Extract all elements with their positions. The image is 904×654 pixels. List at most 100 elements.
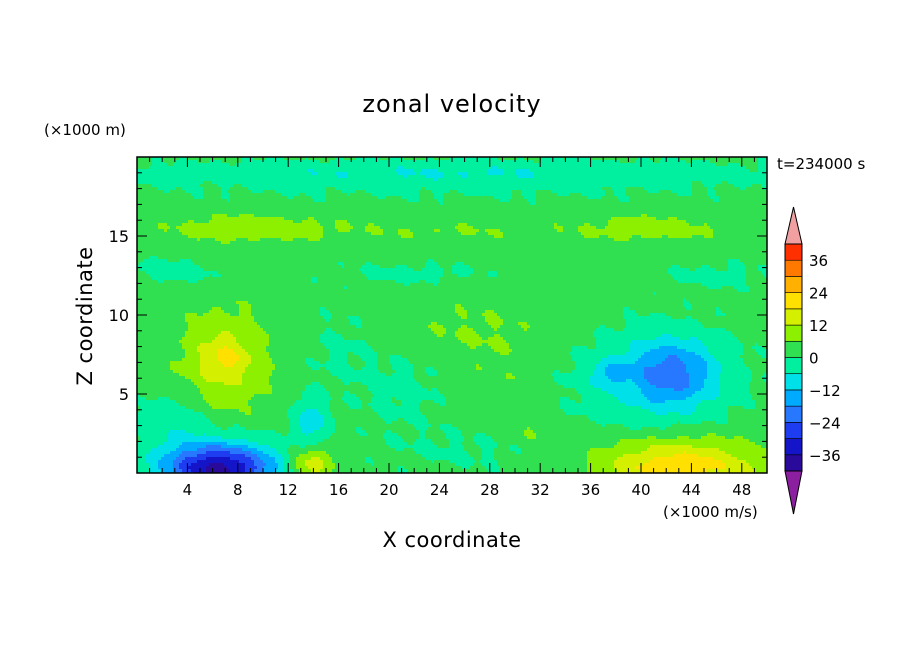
contour-cell — [350, 322, 363, 326]
contour-cell — [242, 157, 255, 161]
contour-cell — [326, 346, 372, 350]
contour-cell — [353, 226, 366, 230]
contour-cell — [377, 364, 393, 368]
contour-cell — [137, 361, 171, 365]
contour-cell — [416, 439, 432, 443]
contour-cell — [386, 442, 408, 446]
contour-cell — [701, 283, 747, 287]
contour-cell — [206, 415, 288, 419]
contour-cell — [137, 460, 147, 464]
contour-cell — [284, 466, 291, 470]
contour-cell — [137, 451, 150, 455]
contour-cell — [602, 187, 612, 191]
contour-cell — [713, 457, 738, 461]
contour-cell — [179, 466, 189, 470]
contour-cell — [383, 232, 399, 236]
contour-cell — [182, 343, 201, 347]
contour-cell — [392, 373, 414, 377]
contour-cell — [158, 445, 180, 449]
contour-cell — [338, 175, 348, 179]
contour-cell — [419, 193, 435, 197]
contour-cell — [449, 157, 498, 161]
contour-cell — [332, 328, 432, 332]
contour-cell — [674, 454, 699, 458]
contour-cell — [275, 469, 285, 473]
contour-cell — [350, 382, 363, 386]
contour-cell — [308, 466, 324, 470]
contour-cell — [182, 187, 204, 191]
contour-cell — [323, 418, 336, 422]
contour-cell — [164, 160, 177, 164]
contour-cell — [536, 433, 708, 437]
contour-cell — [641, 469, 708, 473]
contour-cell — [749, 391, 767, 395]
contour-cell — [695, 352, 711, 356]
contour-cell — [428, 421, 597, 425]
contour-cell — [707, 187, 714, 191]
contour-cell — [329, 370, 381, 374]
contour-cell — [563, 409, 651, 413]
contour-cell — [725, 313, 767, 317]
contour-cell — [611, 379, 627, 383]
contour-cell — [407, 421, 429, 425]
contour-cell — [167, 229, 180, 233]
contour-cell — [434, 460, 450, 464]
contour-cell — [497, 460, 588, 464]
contour-cell — [359, 397, 372, 401]
contour-cell — [263, 190, 276, 194]
contour-cell — [350, 229, 366, 233]
x-tick-label: 44 — [682, 481, 701, 499]
contour-cell — [506, 376, 516, 380]
contour-cell — [497, 157, 519, 161]
contour-cell — [707, 376, 720, 380]
contour-cell — [641, 214, 648, 218]
contour-cell — [458, 229, 480, 233]
contour-cell — [371, 457, 426, 461]
contour-cell — [365, 274, 444, 278]
contour-cell — [137, 454, 147, 458]
contour-cell — [323, 463, 336, 467]
contour-cell — [203, 181, 213, 185]
contour-cell — [704, 223, 708, 227]
contour-cell — [479, 460, 498, 464]
contour-cell — [323, 424, 336, 428]
contour-cell — [590, 223, 609, 227]
contour-cell — [494, 454, 588, 458]
contour-cell — [503, 172, 516, 176]
contour-cell — [641, 427, 660, 431]
contour-cell — [734, 436, 744, 440]
contour-cell — [314, 199, 327, 203]
contour-cell — [518, 322, 528, 326]
contour-cell — [692, 181, 702, 185]
contour-cell — [431, 322, 438, 326]
contour-cell — [626, 193, 678, 197]
contour-cell — [332, 415, 381, 419]
contour-cell — [212, 406, 252, 410]
contour-cell — [218, 184, 234, 188]
contour-cell — [326, 328, 333, 332]
contour-cell — [227, 466, 246, 470]
contour-cell — [614, 193, 627, 197]
contour-cell — [575, 400, 582, 404]
contour-cell — [467, 223, 555, 227]
contour-cell — [290, 406, 330, 410]
contour-cell — [464, 307, 624, 311]
contour-cell — [224, 463, 246, 467]
contour-cell — [305, 409, 318, 413]
contour-cell — [758, 166, 767, 170]
contour-cell — [704, 343, 744, 347]
contour-cell — [251, 190, 264, 194]
contour-cell — [248, 445, 270, 449]
contour-cell — [146, 460, 159, 464]
contour-cell — [755, 406, 767, 410]
contour-cell — [743, 352, 759, 356]
contour-cell — [581, 232, 714, 236]
contour-cell — [137, 469, 150, 473]
contour-cell — [398, 172, 417, 176]
contour-cell — [728, 268, 747, 272]
contour-cell — [140, 406, 186, 410]
contour-cell — [446, 331, 456, 335]
contour-cell — [245, 466, 258, 470]
contour-cell — [473, 463, 483, 467]
